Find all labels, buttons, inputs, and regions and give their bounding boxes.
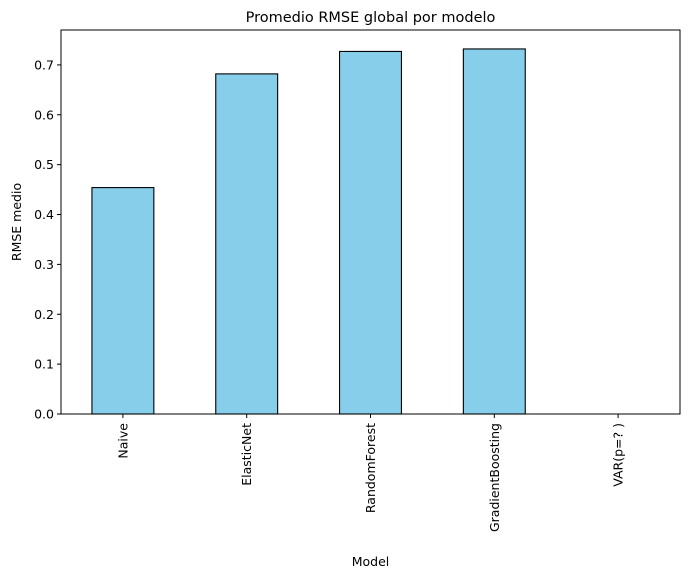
x-tick-label: Naive — [115, 423, 130, 459]
x-axis-label: Model — [352, 554, 390, 569]
y-tick-label: 0.7 — [34, 57, 54, 72]
bars-group — [91, 48, 526, 415]
bar-gradientboosting — [462, 48, 526, 415]
x-tick-label: ElasticNet — [239, 423, 254, 486]
plot-frame — [60, 29, 681, 415]
y-axis: 0.0 0.1 0.2 0.3 0.4 0.5 0.6 0.7 — [34, 57, 61, 422]
y-tick-label: 0.1 — [34, 357, 54, 372]
bar-randomforest — [338, 50, 402, 415]
y-tick-label: 0.3 — [34, 257, 54, 272]
y-axis-label: RMSE medio — [9, 183, 24, 261]
bar-naive — [91, 187, 155, 415]
y-tick-label: 0.4 — [34, 207, 54, 222]
chart-title: Promedio RMSE global por modelo — [246, 10, 496, 26]
x-tick-label: RandomForest — [363, 423, 378, 513]
x-tick-label: VAR(p=? ) — [611, 423, 626, 487]
x-tick-label: GradientBoosting — [487, 423, 502, 532]
x-axis: Naive ElasticNet RandomForest GradientBoost… — [115, 414, 626, 532]
y-tick-label: 0.0 — [34, 407, 54, 422]
y-tick-label: 0.2 — [34, 307, 54, 322]
y-tick-label: 0.6 — [34, 107, 54, 122]
bar-elasticnet — [215, 73, 279, 415]
y-tick-label: 0.5 — [34, 157, 54, 172]
